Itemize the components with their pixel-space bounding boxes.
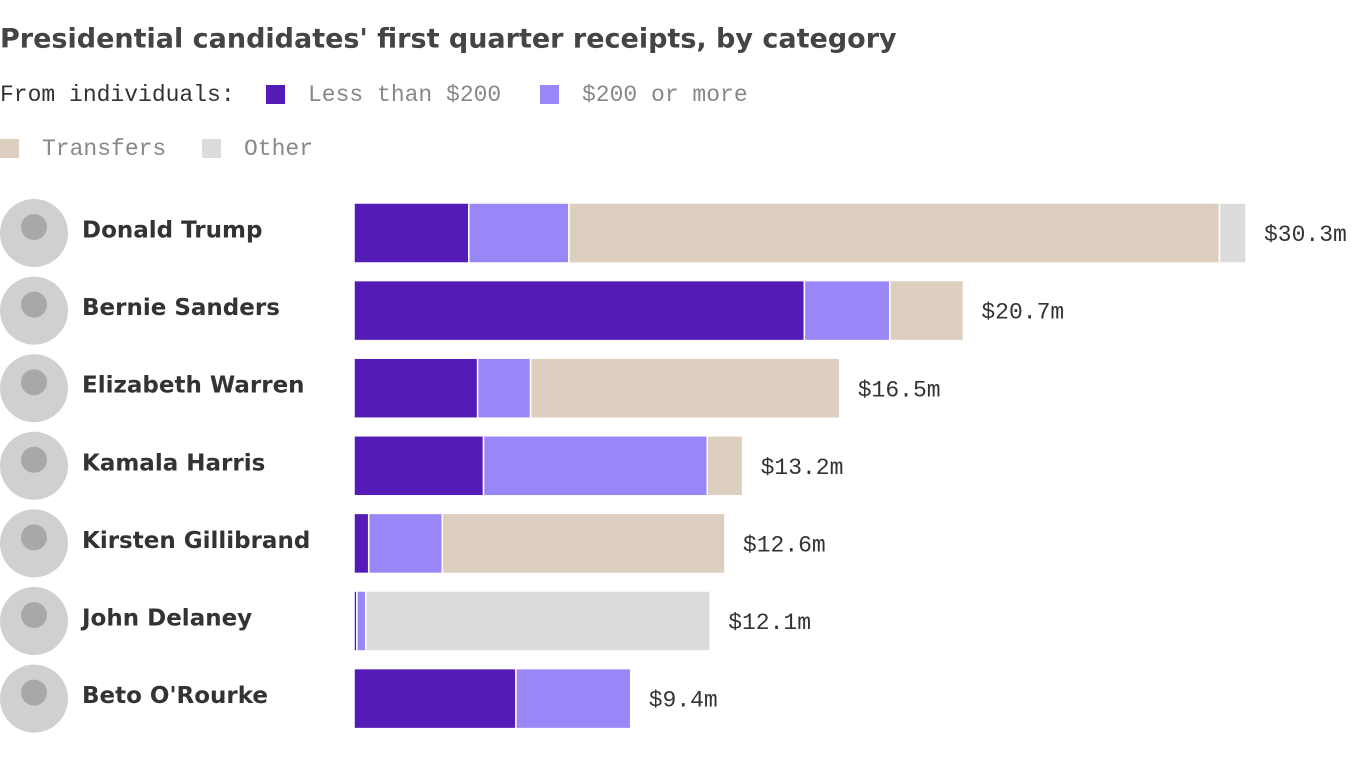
legend-label: Transfers (42, 136, 166, 162)
total-label: $16.5m (858, 377, 941, 403)
bar-segment (365, 590, 711, 652)
total-label: $12.6m (743, 532, 826, 558)
candidate-name: Beto O'Rourke (82, 683, 268, 709)
candidate-name: Elizabeth Warren (82, 373, 305, 399)
legend-swatch (202, 139, 221, 158)
avatar-head (21, 214, 47, 240)
avatar-head (21, 679, 47, 706)
bar-segment (803, 279, 891, 342)
candidate-name: Bernie Sanders (82, 295, 280, 321)
bar-segment (476, 357, 532, 419)
legend-label: Less than $200 (308, 82, 501, 108)
chart-title: Presidential candidates' first quarter r… (0, 24, 897, 55)
total-label: $20.7m (981, 300, 1064, 326)
candidate-name: Kirsten Gillibrand (82, 528, 310, 554)
avatar-head (21, 369, 47, 396)
bar-segment (356, 590, 367, 652)
bar-segment (353, 202, 470, 264)
candidate-name: Kamala Harris (82, 450, 265, 476)
legend-swatch (266, 85, 285, 104)
bar-segment (353, 279, 806, 342)
legend-swatch (0, 139, 19, 158)
avatar-head (21, 446, 47, 473)
bar-segment (482, 435, 709, 497)
bar-segment (367, 512, 444, 575)
legend-label: Other (244, 136, 313, 162)
bar-segment (353, 667, 517, 730)
total-label: $12.1m (728, 610, 811, 636)
bar-segment (353, 357, 479, 419)
candidate-name: John Delaney (80, 606, 252, 632)
bar-segment (353, 435, 485, 497)
bar-segment (515, 667, 632, 730)
avatar-head (21, 291, 47, 318)
bar-segment (568, 202, 1221, 264)
avatar-head (21, 524, 47, 551)
legend-swatch (540, 85, 559, 104)
bar-segment (1218, 202, 1247, 264)
total-label: $30.3m (1264, 222, 1347, 248)
avatar-head (21, 602, 47, 628)
legend-prefix: From individuals: (0, 82, 235, 108)
bar-segment (353, 512, 370, 575)
bar-segment (889, 279, 965, 342)
candidate-name: Donald Trump (82, 218, 262, 244)
total-label: $13.2m (761, 455, 844, 481)
bar-segment (468, 202, 570, 264)
bar-segment (529, 357, 841, 419)
bar-segment (706, 435, 744, 497)
total-label: $9.4m (649, 688, 718, 714)
bar-segment (441, 512, 726, 575)
legend-label: $200 or more (582, 82, 748, 108)
